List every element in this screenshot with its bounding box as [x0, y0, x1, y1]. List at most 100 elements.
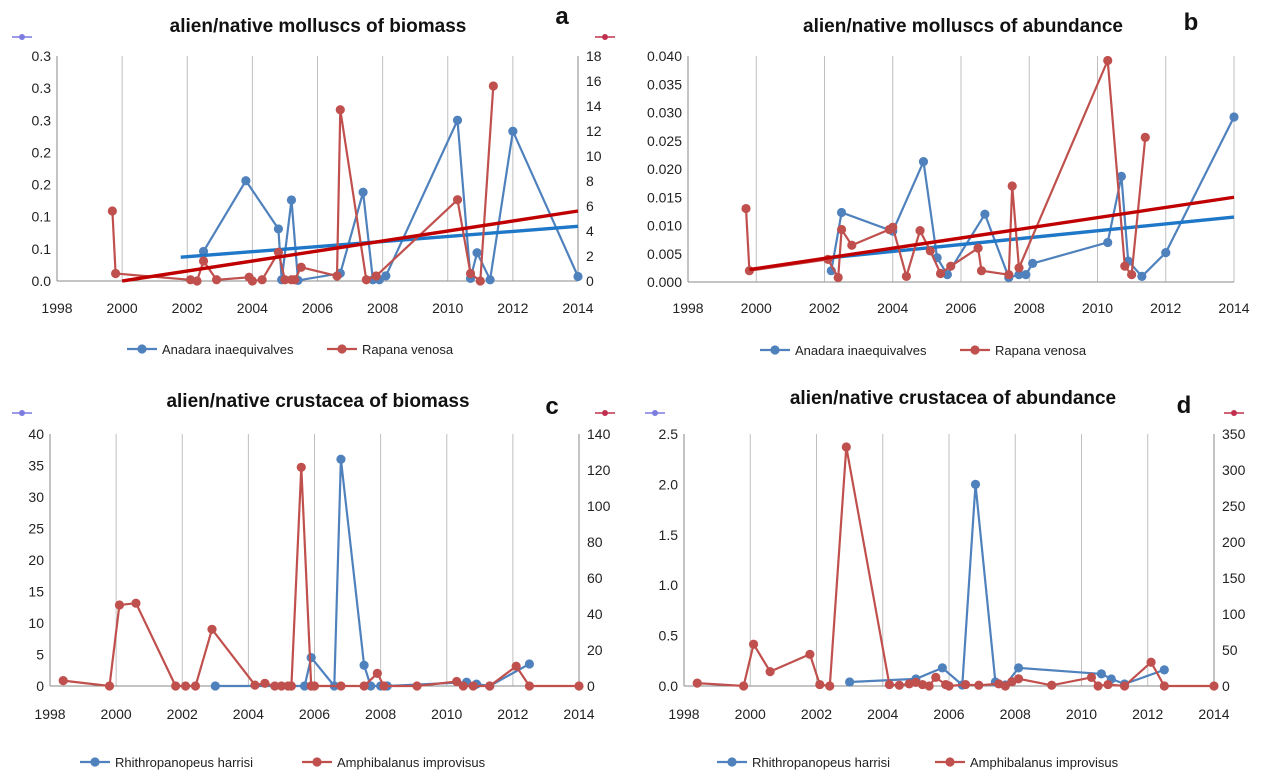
data-point-series-2 — [915, 225, 925, 236]
data-point-series-2 — [1159, 681, 1169, 691]
data-point-series-2 — [250, 680, 260, 690]
data-point-series-2 — [273, 247, 284, 257]
x-tick-label: 2010 — [1082, 300, 1113, 316]
data-point-series-2 — [211, 275, 222, 285]
data-point-series-1 — [1013, 663, 1024, 673]
data-point-series-2 — [1093, 681, 1103, 691]
legend-marker-1 — [137, 344, 147, 354]
data-point-series-2 — [574, 681, 584, 691]
data-point-series-2 — [372, 668, 382, 678]
y-tick-label-left: 0.040 — [647, 48, 682, 64]
data-point-series-1 — [573, 271, 583, 282]
y-tick-label-right: 100 — [1222, 606, 1246, 622]
data-point-series-1 — [210, 681, 220, 691]
data-point-series-2 — [247, 276, 257, 286]
data-point-series-2 — [888, 222, 898, 232]
panel-letter: b — [1184, 9, 1199, 36]
panel-letter: d — [1177, 392, 1192, 419]
y-tick-label-left: 0.1 — [32, 241, 52, 257]
data-point-series-2 — [286, 681, 296, 691]
data-point-series-1 — [366, 681, 376, 691]
x-tick-label: 2012 — [497, 706, 528, 722]
y-tick-label-left: 25 — [28, 521, 44, 537]
legend-label-1: Anadara inaequivalves — [795, 343, 927, 358]
x-tick-label: 2008 — [365, 706, 396, 722]
data-point-series-1 — [980, 209, 990, 219]
y-tick-label-right: 300 — [1222, 462, 1246, 478]
x-tick-label: 2014 — [563, 706, 594, 722]
data-point-series-2 — [361, 275, 371, 285]
y-tick-label-right: 140 — [587, 426, 611, 442]
x-tick-label: 2000 — [101, 706, 132, 722]
data-point-series-2 — [1103, 55, 1113, 66]
y-tick-label-left: 2.0 — [659, 476, 679, 492]
data-point-series-2 — [485, 681, 495, 691]
trendline-series-2 — [749, 195, 1235, 272]
data-point-series-1 — [472, 248, 482, 258]
data-point-series-1 — [937, 663, 947, 673]
data-point-series-1 — [359, 660, 369, 670]
data-point-series-2 — [296, 262, 306, 272]
data-point-series-2 — [290, 275, 300, 285]
data-point-series-2 — [257, 275, 267, 285]
y-tick-label-right: 120 — [587, 462, 611, 478]
y-tick-label-left: 20 — [28, 552, 44, 568]
data-point-series-1 — [241, 176, 251, 186]
y-tick-label-left: 30 — [28, 489, 44, 505]
data-point-series-2 — [524, 681, 535, 691]
data-point-series-2 — [1103, 679, 1113, 690]
data-point-series-2 — [976, 266, 987, 276]
y-tick-label-right: 6 — [586, 198, 594, 214]
data-point-series-2 — [511, 661, 521, 671]
data-point-series-2 — [1000, 681, 1010, 691]
legend-label-1: Rhithropanopeus harrisi — [115, 755, 253, 770]
legend-marker-2 — [312, 757, 322, 767]
data-point-series-2 — [1209, 681, 1219, 691]
chart-panel-c: 1998 2000 2002 2004 2006 2008 2010 2012 20140510… — [12, 391, 615, 770]
data-point-series-1 — [485, 275, 495, 285]
y-tick-label-right: 250 — [1222, 498, 1246, 514]
data-point-series-2 — [825, 681, 835, 691]
y-tick-label-left: 40 — [28, 426, 44, 442]
legend-marker-2 — [945, 757, 955, 767]
y-tick-label-left: 0.3 — [32, 112, 52, 128]
legend-label-2: Amphibalanus improvisus — [970, 755, 1119, 770]
data-point-series-2 — [833, 272, 843, 283]
y-tick-label-left: 2.5 — [659, 426, 679, 442]
y-tick-label-left: 5 — [36, 647, 44, 663]
data-point-series-2 — [946, 261, 956, 271]
y-tick-label-right: 0 — [1222, 678, 1230, 694]
data-point-series-2 — [280, 275, 290, 285]
data-point-series-2 — [335, 105, 345, 115]
x-tick-label: 1998 — [41, 300, 72, 316]
y-tick-label-right: 80 — [587, 534, 603, 550]
data-point-series-1 — [942, 270, 952, 280]
data-point-series-1 — [1229, 112, 1239, 122]
data-point-series-2 — [960, 679, 971, 690]
x-tick-label: 2002 — [801, 706, 832, 722]
x-tick-label: 1998 — [34, 706, 65, 722]
data-point-series-2 — [276, 681, 287, 691]
y-tick-label-left: 10 — [28, 615, 44, 631]
data-point-series-2 — [171, 681, 181, 691]
data-point-series-2 — [468, 681, 478, 691]
data-point-series-1 — [1014, 270, 1024, 280]
data-point-series-2 — [739, 681, 749, 691]
y-tick-label-right: 0 — [587, 678, 595, 694]
panel-letter: a — [555, 3, 569, 30]
legend-marker-2 — [337, 344, 347, 354]
data-point-series-1 — [358, 187, 368, 197]
y-tick-label-left: 0.1 — [32, 209, 52, 225]
y-tick-label-right: 10 — [586, 148, 602, 164]
series-line-1 — [202, 116, 580, 284]
data-point-series-2 — [841, 442, 851, 452]
chart-title: alien/native crustacea of abundance — [790, 388, 1116, 409]
y-tick-label-left: 0.030 — [647, 105, 682, 121]
y-tick-label-left: 0.015 — [647, 189, 682, 205]
data-point-series-2 — [458, 681, 468, 691]
chart-panel-a: 1998 2000 2002 2004 2006 2008 2010 2012 20140.00… — [12, 3, 615, 357]
data-point-series-2 — [925, 246, 935, 256]
trendline-series-1 — [824, 215, 1235, 260]
x-tick-label: 2004 — [237, 300, 268, 316]
data-point-series-2 — [309, 681, 320, 691]
